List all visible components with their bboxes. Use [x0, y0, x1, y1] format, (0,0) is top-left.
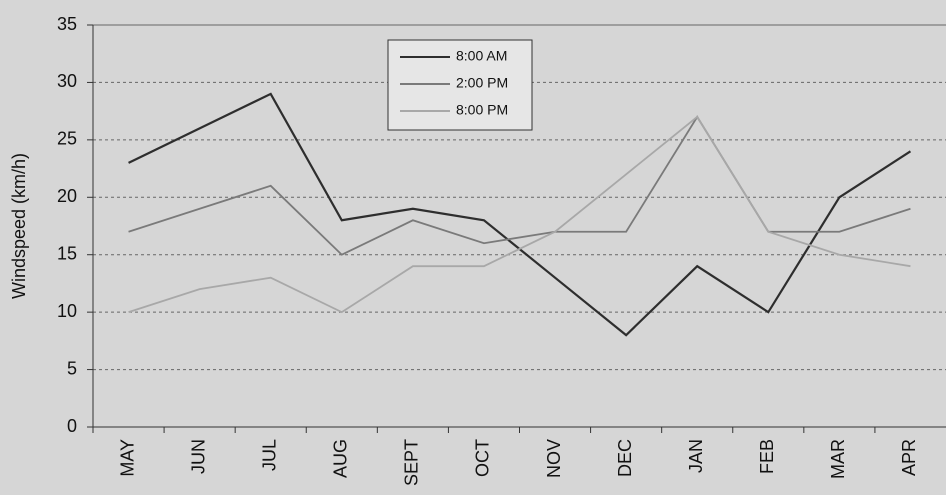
x-tick-label: OCT: [473, 439, 493, 477]
y-axis-label: Windspeed (km/h): [9, 153, 29, 299]
legend-label: 8:00 AM: [456, 48, 507, 64]
x-tick-label: MAY: [117, 439, 137, 477]
y-tick-label: 35: [57, 14, 77, 34]
x-tick-label: JUL: [259, 439, 279, 471]
x-tick-label: APR: [899, 439, 919, 476]
y-tick-label: 20: [57, 186, 77, 206]
y-tick-label: 10: [57, 301, 77, 321]
series-line: [128, 115, 911, 256]
legend-box: [387, 39, 533, 131]
y-tick-label: 0: [67, 416, 77, 436]
x-tick-label: MAR: [828, 439, 848, 479]
legend-label: 2:00 PM: [456, 75, 508, 91]
x-tick-label: FEB: [757, 439, 777, 474]
y-tick-label: 30: [57, 71, 77, 91]
series-line: [128, 115, 911, 314]
x-tick-label: SEPT: [402, 439, 422, 486]
y-tick-label: 15: [57, 243, 77, 263]
y-tick-label: 5: [67, 358, 77, 378]
x-tick-label: NOV: [544, 439, 564, 478]
y-tick-label: 25: [57, 129, 77, 149]
x-tick-label: JAN: [686, 439, 706, 473]
x-tick-label: AUG: [331, 439, 351, 478]
x-tick-label: DEC: [615, 439, 635, 477]
legend-label: 8:00 PM: [456, 102, 508, 118]
x-tick-label: JUN: [188, 439, 208, 474]
